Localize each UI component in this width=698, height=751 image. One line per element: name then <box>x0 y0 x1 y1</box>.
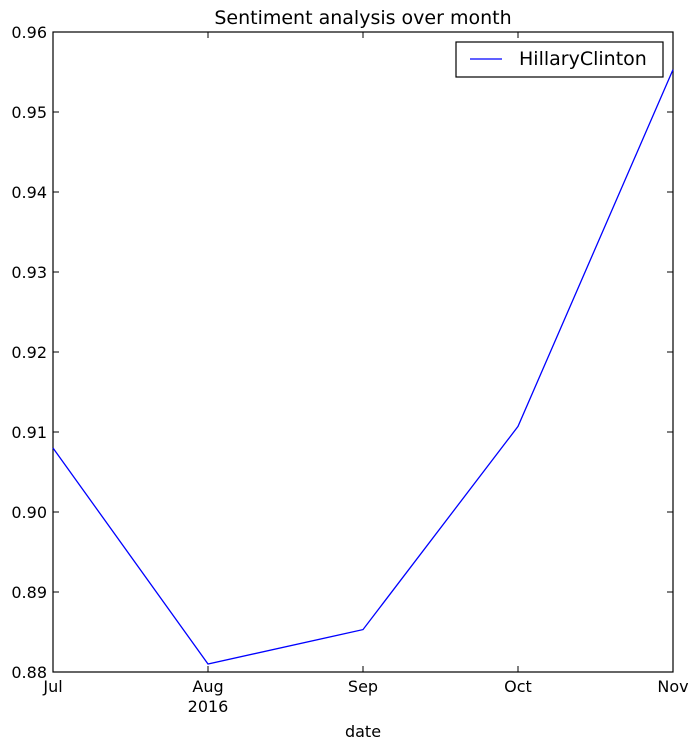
x-tick-label: Oct <box>504 677 532 696</box>
y-tick-label: 0.88 <box>11 663 47 682</box>
legend-label: HillaryClinton <box>519 48 647 70</box>
y-tick-label: 0.90 <box>11 503 47 522</box>
y-tick-label: 0.92 <box>11 343 47 362</box>
y-tick-label: 0.94 <box>11 183 47 202</box>
x-tick-label: Jul <box>42 677 62 696</box>
x-axis-label: date <box>345 722 381 741</box>
x-tick-label: Sep <box>348 677 378 696</box>
series-line-0 <box>52 69 674 665</box>
y-tick-label: 0.95 <box>11 103 47 122</box>
plot-area <box>52 31 674 673</box>
chart-title: Sentiment analysis over month <box>214 7 511 29</box>
x-axis: Jul Aug Sep Oct Nov 2016 <box>42 32 689 716</box>
y-tick-label: 0.89 <box>11 583 47 602</box>
x-tick-label: Nov <box>657 677 688 696</box>
legend: HillaryClinton <box>455 41 664 78</box>
series-layer <box>52 69 674 665</box>
y-axis: 0.88 0.89 0.90 0.91 0.92 0.93 0.94 0.95 0.96 <box>11 23 673 682</box>
x-tick-sublabel: 2016 <box>188 697 229 716</box>
y-tick-label: 0.91 <box>11 423 47 442</box>
y-tick-label: 0.96 <box>11 23 47 42</box>
y-tick-label: 0.93 <box>11 263 47 282</box>
x-tick-label: Aug <box>192 677 223 696</box>
